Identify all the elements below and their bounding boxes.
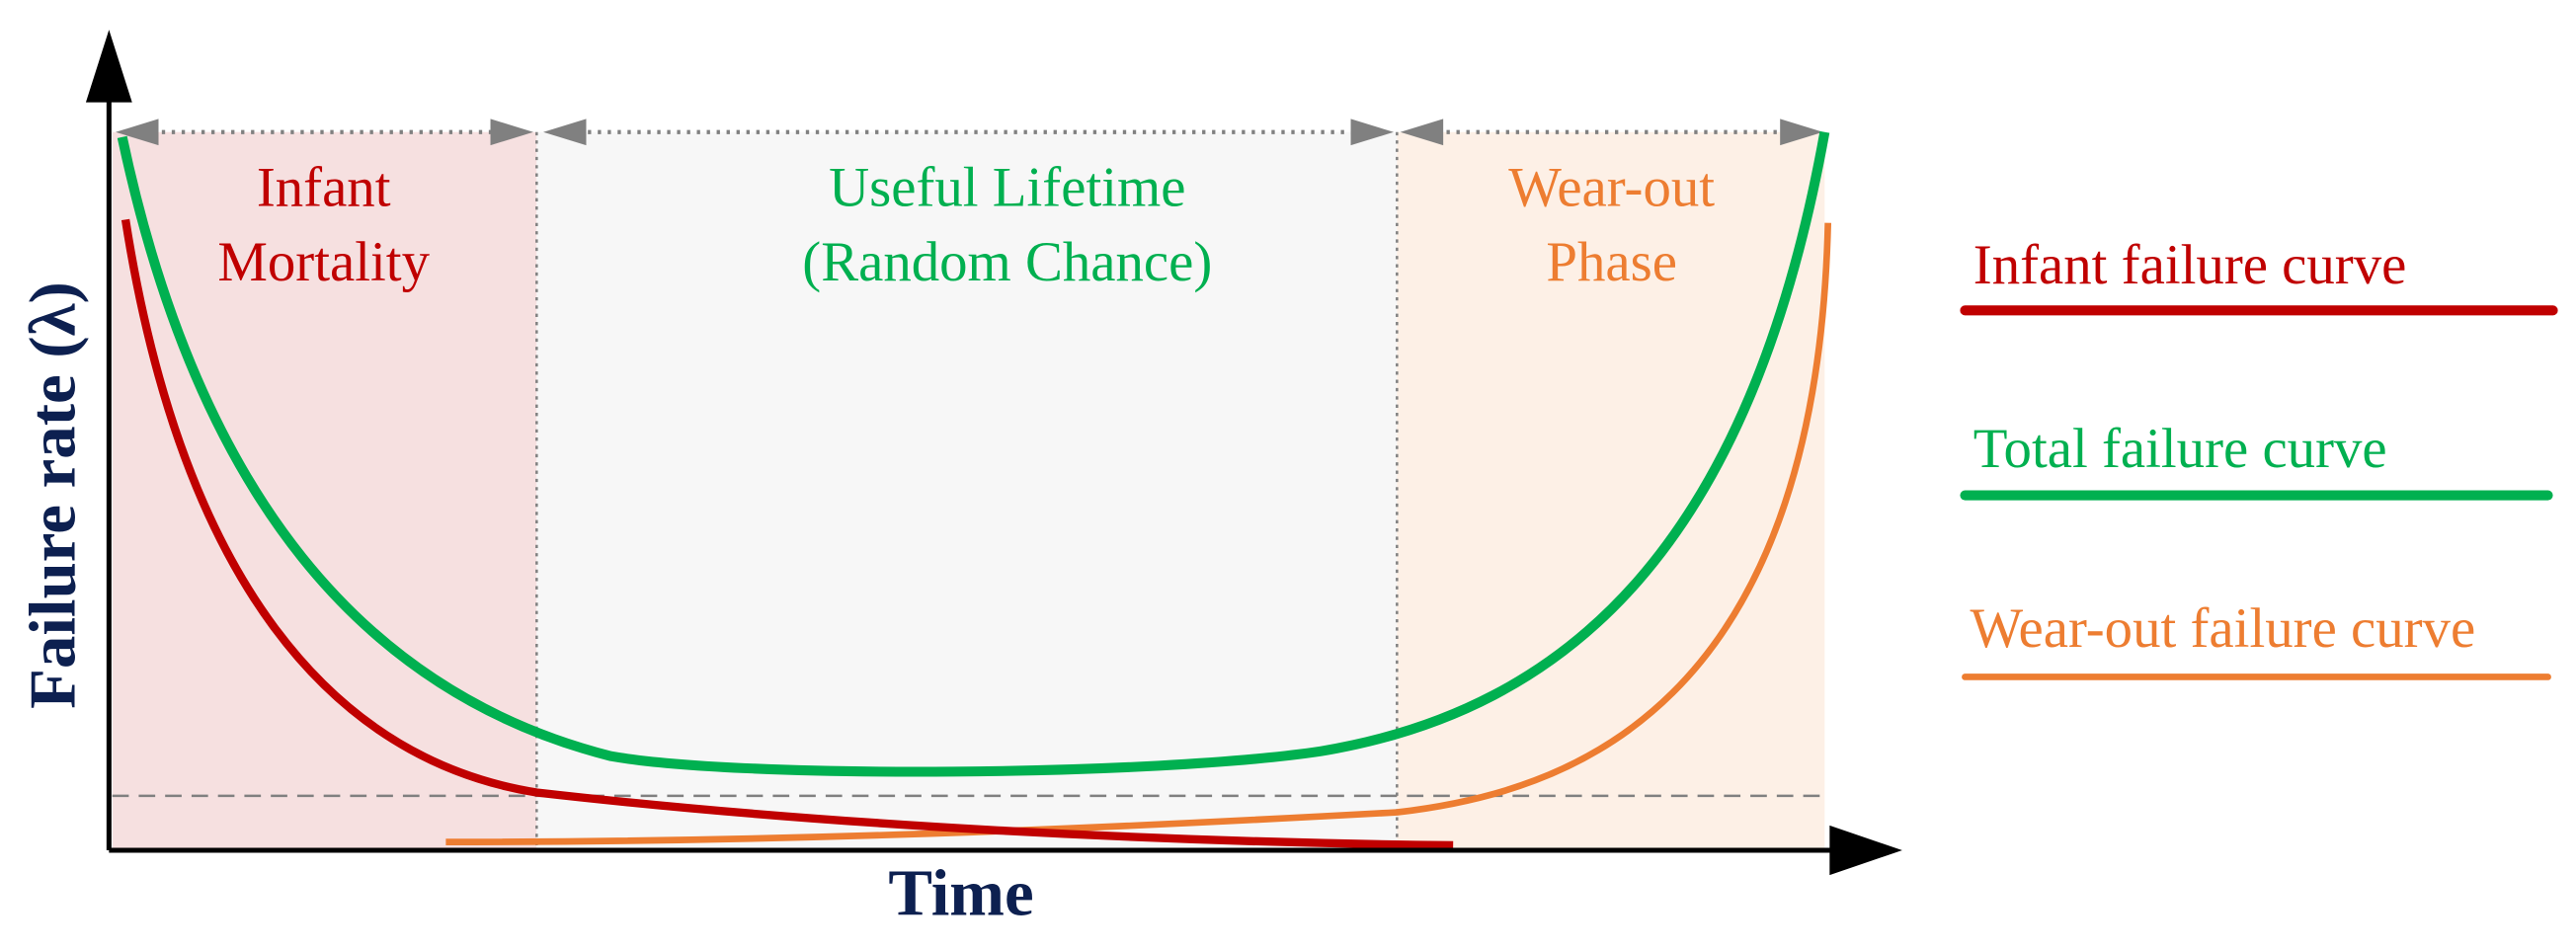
region-label: Wear-out (1508, 157, 1715, 219)
span-arrowheads (116, 119, 1823, 146)
x-axis-label: Time (888, 856, 1033, 929)
infant-curve (121, 218, 1454, 850)
x-arrow (1829, 825, 1902, 876)
wearout-curve (445, 222, 1832, 845)
region-label: Useful Lifetime (829, 157, 1185, 219)
region-label: Phase (1546, 231, 1677, 293)
infant-region (112, 131, 537, 850)
region-label: Infant (257, 157, 391, 219)
wearout-region (1397, 131, 1825, 850)
useful-region (536, 131, 1398, 850)
total-curve (117, 130, 1830, 777)
legend-label: Wear-out failure curve (1970, 597, 2475, 660)
legend-label: Total failure curve (1973, 418, 2387, 480)
region-label: (Random Chance) (802, 231, 1212, 293)
region-label: Mortality (217, 231, 430, 293)
legend-label: Infant failure curve (1973, 234, 2407, 296)
y-axis-label: Failure rate (λ) (17, 281, 90, 709)
y-arrow (85, 30, 132, 103)
